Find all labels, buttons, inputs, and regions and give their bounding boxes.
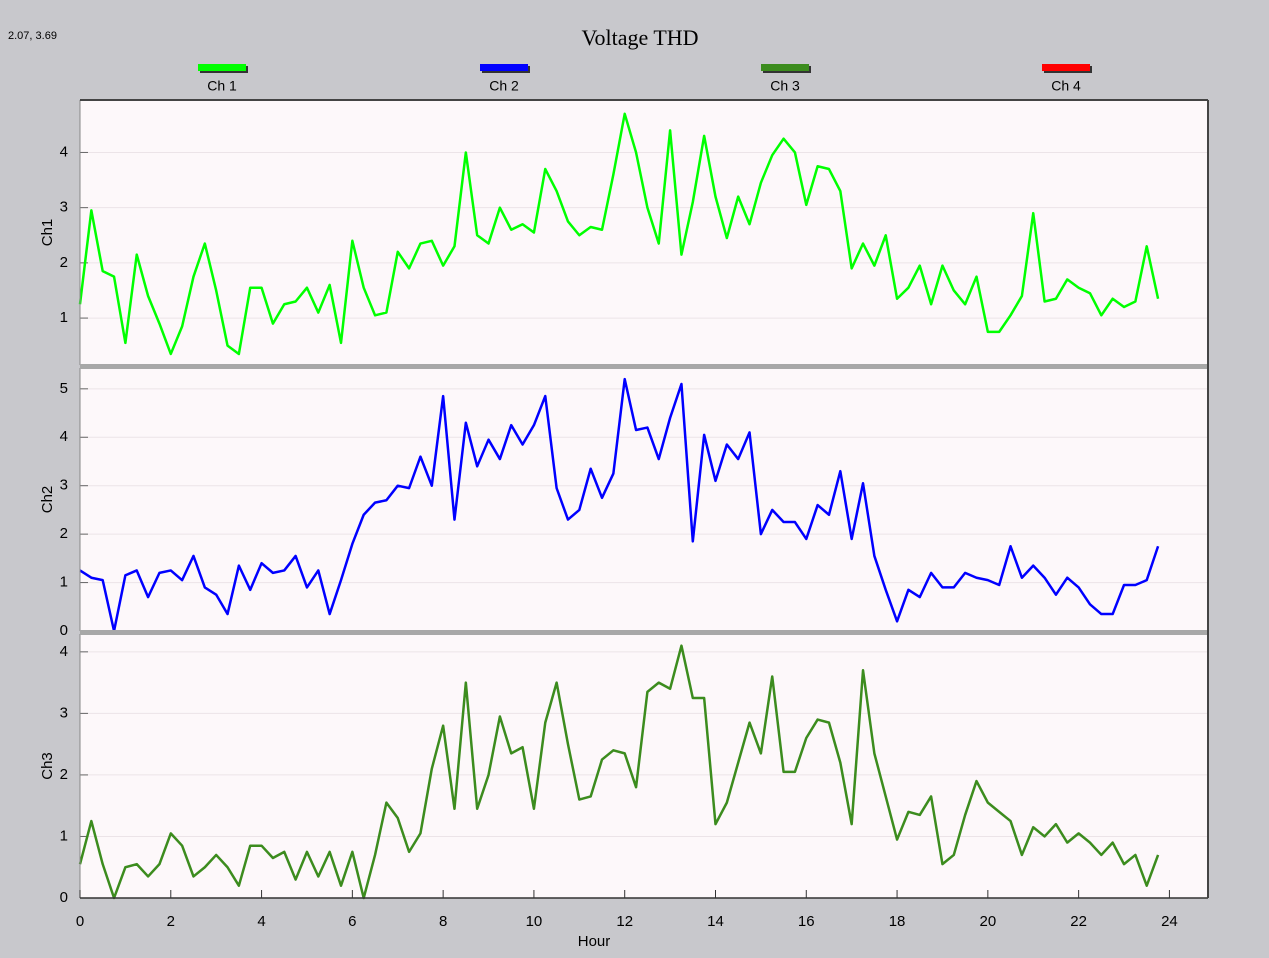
legend-swatch bbox=[761, 64, 809, 71]
plot-area bbox=[80, 634, 1208, 898]
y-tick-label: 0 bbox=[60, 622, 68, 639]
y-tick-label: 4 bbox=[60, 643, 68, 660]
x-tick-label: 4 bbox=[257, 913, 265, 930]
y-tick-label: 5 bbox=[60, 380, 68, 397]
plot-area bbox=[80, 100, 1208, 365]
legend-swatch bbox=[198, 64, 246, 71]
readout: 2.07, 3.69 bbox=[8, 30, 57, 42]
legend-label: Ch 1 bbox=[207, 78, 237, 94]
y-tick-label: 1 bbox=[60, 827, 68, 844]
x-tick-label: 16 bbox=[798, 913, 815, 930]
y-tick-label: 1 bbox=[60, 574, 68, 591]
line bbox=[79, 377, 1160, 633]
legend-swatch bbox=[1042, 64, 1090, 71]
legend-label: Ch 4 bbox=[1051, 78, 1081, 94]
y-tick-label: 2 bbox=[60, 766, 68, 783]
y-axis-label: Ch2 bbox=[39, 486, 56, 514]
chart-title: Voltage THD bbox=[581, 25, 698, 50]
x-tick-label: 12 bbox=[616, 913, 633, 930]
y-tick-label: 2 bbox=[60, 525, 68, 542]
x-tick-label: 18 bbox=[889, 913, 906, 930]
x-tick-label: 10 bbox=[526, 913, 543, 930]
line bbox=[78, 644, 1160, 900]
x-tick-label: 0 bbox=[76, 913, 84, 930]
legend-label: Ch 3 bbox=[770, 78, 800, 94]
x-tick-label: 2 bbox=[167, 913, 175, 930]
x-tick-label: 6 bbox=[348, 913, 356, 930]
y-tick-label: 2 bbox=[60, 254, 68, 271]
x-tick-label: 24 bbox=[1161, 913, 1178, 930]
plot-area bbox=[80, 368, 1208, 631]
y-axis-label: Ch3 bbox=[39, 752, 56, 780]
y-tick-label: 1 bbox=[60, 309, 68, 326]
x-tick-label: 8 bbox=[439, 913, 447, 930]
x-axis-label: Hour bbox=[578, 933, 611, 950]
y-tick-label: 3 bbox=[60, 199, 68, 216]
legend-swatch bbox=[480, 64, 528, 71]
y-tick-label: 4 bbox=[60, 143, 68, 160]
line bbox=[78, 112, 1160, 356]
y-tick-label: 3 bbox=[60, 704, 68, 721]
y-axis-label: Ch1 bbox=[39, 219, 56, 247]
y-tick-label: 3 bbox=[60, 477, 68, 494]
y-tick-label: 4 bbox=[60, 428, 68, 445]
y-tick-label: 0 bbox=[60, 889, 68, 906]
x-tick-label: 22 bbox=[1070, 913, 1087, 930]
legend-label: Ch 2 bbox=[489, 78, 519, 94]
x-tick-label: 20 bbox=[980, 913, 997, 930]
x-tick-label: 14 bbox=[707, 913, 724, 930]
